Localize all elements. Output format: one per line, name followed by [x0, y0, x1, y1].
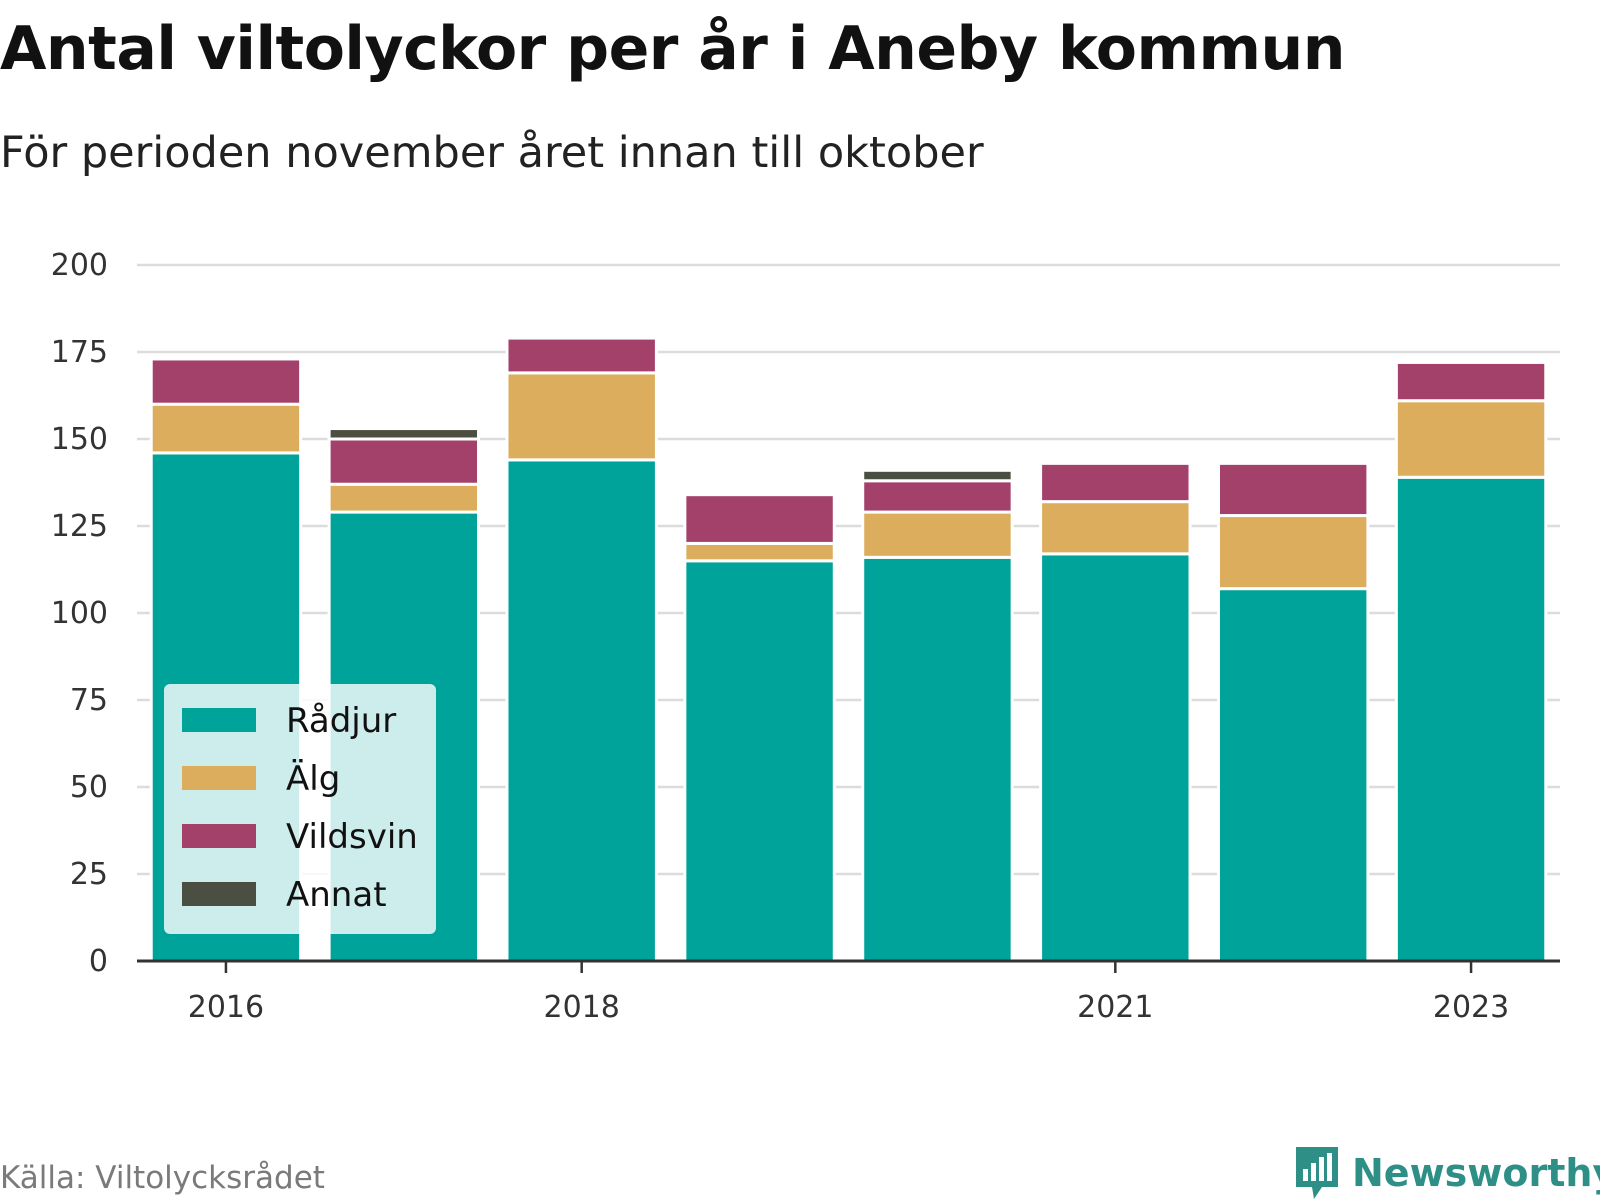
- bar-segment-älg-2020: [861, 510, 1014, 559]
- brand-name: Newsworthy: [1352, 1151, 1600, 1195]
- legend-label: Annat: [286, 875, 387, 915]
- chart-subtitle: För perioden november året innan till ok…: [0, 128, 984, 178]
- source-note: Källa: Viltolycksrådet: [0, 1160, 325, 1196]
- y-tick-label: 200: [51, 248, 108, 283]
- x-tick-label: 2023: [1433, 990, 1509, 1025]
- bar-segment-rådjur-2022: [1216, 587, 1370, 963]
- bar-segment-rådjur-2018: [505, 458, 658, 963]
- y-tick-label: 50: [70, 770, 108, 805]
- legend: Rådjur Älg Vildsvin Annat: [164, 684, 436, 934]
- legend-swatch-älg: [182, 766, 256, 790]
- bar-segment-rådjur-2020: [861, 555, 1014, 963]
- bar-segment-vildsvin-2022: [1216, 461, 1370, 518]
- x-axis: 2016 2018 2021 2023: [137, 959, 1560, 1025]
- bar-segment-älg-2021: [1039, 500, 1192, 556]
- bar-segment-älg-2023: [1394, 399, 1548, 479]
- bar-segment-älg-2018: [505, 371, 658, 462]
- legend-swatch-rådjur: [182, 708, 256, 732]
- bar-segment-vildsvin-2023: [1394, 360, 1548, 403]
- x-tick-label: 2018: [544, 990, 620, 1025]
- legend-label: Älg: [286, 759, 340, 799]
- y-tick-label: 150: [51, 422, 108, 457]
- bar-segment-rådjur-2021: [1039, 552, 1192, 963]
- bar-segment-vildsvin-2021: [1039, 461, 1192, 504]
- bar-segment-annat-2017: [327, 427, 481, 441]
- bar-segment-rådjur-2023: [1394, 475, 1548, 963]
- y-tick-label: 125: [51, 509, 108, 544]
- y-tick-label: 175: [51, 335, 108, 370]
- bar-segment-vildsvin-2018: [505, 336, 658, 375]
- bar-segment-vildsvin-2019: [683, 493, 836, 545]
- brand-logo: Newsworthy: [1292, 1143, 1600, 1203]
- bar-segment-älg-2019: [683, 541, 836, 563]
- y-tick-label: 25: [70, 857, 108, 892]
- bar-segment-rådjur-2019: [683, 559, 836, 963]
- bar-segment-älg-2016: [149, 402, 303, 455]
- y-axis-ticks: 0 25 50 75 100 125 150 175 200: [51, 248, 108, 979]
- legend-label: Vildsvin: [286, 817, 418, 857]
- bar-segment-älg-2017: [327, 482, 481, 514]
- bar-segment-vildsvin-2017: [327, 437, 481, 486]
- y-tick-label: 0: [89, 944, 108, 979]
- legend-background: [164, 684, 436, 934]
- x-tick-label: 2021: [1077, 990, 1153, 1025]
- legend-swatch-vildsvin: [182, 824, 256, 848]
- x-tick-label: 2016: [188, 990, 264, 1025]
- bar-segment-vildsvin-2020: [861, 479, 1014, 514]
- legend-swatch-annat: [182, 882, 256, 906]
- bar-segment-vildsvin-2016: [149, 357, 303, 406]
- bar-segment-älg-2022: [1216, 514, 1370, 591]
- legend-label: Rådjur: [286, 701, 396, 741]
- bar-chart-speech-bubble-icon: [1296, 1147, 1338, 1199]
- y-tick-label: 100: [51, 596, 108, 631]
- bar-segment-annat-2020: [861, 468, 1014, 483]
- y-tick-label: 75: [70, 683, 108, 718]
- chart-title: Antal viltolyckor per år i Aneby kommun: [0, 14, 1345, 84]
